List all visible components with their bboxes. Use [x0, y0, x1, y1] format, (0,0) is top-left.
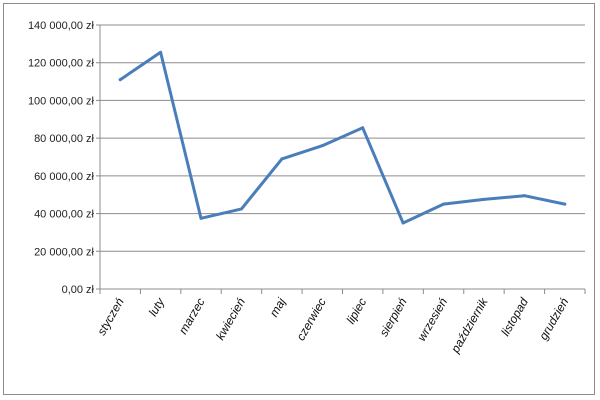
- data-point: [482, 197, 486, 201]
- x-tick-label: sierpień: [377, 295, 410, 339]
- data-point: [442, 202, 446, 206]
- x-tick-label: czerwiec: [293, 296, 328, 343]
- data-point: [361, 126, 365, 130]
- data-point: [239, 207, 243, 211]
- y-tick-label: 80 000,00 zł: [34, 133, 94, 145]
- x-tick-label: październik: [448, 295, 491, 356]
- x-tick-label: luty: [146, 295, 168, 319]
- data-point: [199, 216, 203, 220]
- y-tick-label: 20 000,00 zł: [34, 246, 94, 258]
- x-tick-label: styczeń: [94, 295, 127, 338]
- series: [118, 50, 567, 225]
- axes: [96, 24, 586, 294]
- y-tick-label: 140 000,00 zł: [28, 20, 95, 32]
- data-point: [280, 157, 284, 161]
- data-point: [320, 144, 324, 148]
- gridlines: [100, 24, 585, 252]
- data-point: [159, 50, 163, 54]
- x-tick-label: grudzień: [536, 295, 571, 342]
- data-point: [563, 202, 567, 206]
- y-tick-label: 120 000,00 zł: [28, 58, 95, 70]
- y-tick-labels: 0,00 zł 20 000,00 zł 40 000,00 zł 60 000,00…: [28, 20, 95, 296]
- series-line: [118, 50, 567, 225]
- x-tick-label: wrzesień: [414, 295, 450, 343]
- data-point: [522, 194, 526, 198]
- x-tick-label: listopad: [498, 295, 531, 338]
- data-point: [401, 221, 405, 225]
- x-tick-label: kwiecień: [213, 295, 248, 342]
- x-tick-label: maj: [267, 295, 289, 319]
- y-tick-label: 0,00 zł: [62, 284, 95, 296]
- x-tick-labels: styczeń luty marzec kwiecień maj czerwiec lipi…: [94, 295, 571, 356]
- y-tick-label: 100 000,00 zł: [28, 95, 95, 107]
- data-point: [118, 78, 122, 82]
- y-tick-label: 40 000,00 zł: [34, 209, 94, 221]
- x-tick-label: lipiec: [344, 296, 370, 327]
- y-tick-label: 60 000,00 zł: [34, 171, 94, 183]
- x-tick-label: marzec: [176, 296, 208, 337]
